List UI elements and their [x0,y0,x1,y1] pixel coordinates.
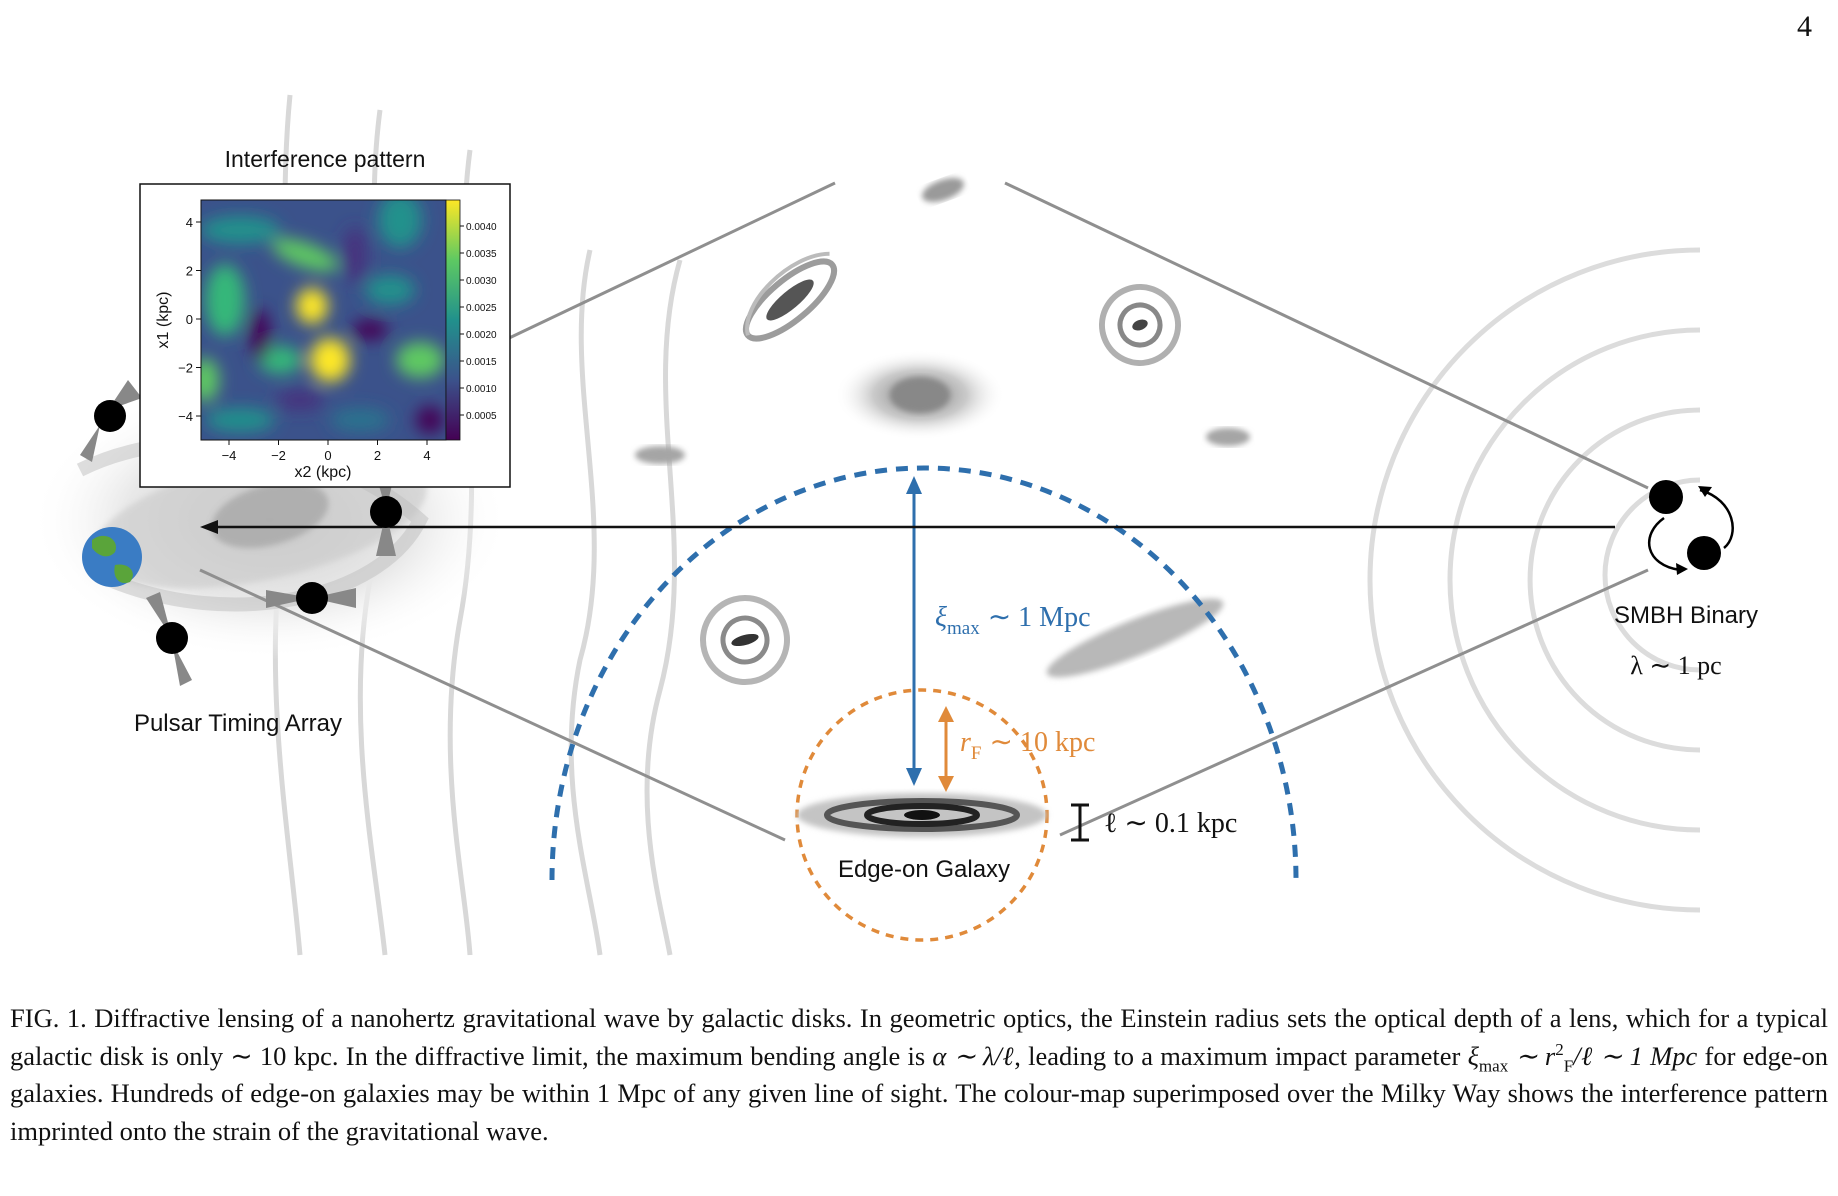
colorbar-tick-label: 0.0035 [466,249,497,260]
figure-caption: FIG. 1. Diffractive lensing of a nanoher… [10,1000,1828,1150]
caption-part: , leading to a maximum impact parameter [1014,1040,1468,1071]
interference-inset: Interference pattern [139,146,511,488]
lens-cone-lines [199,181,1649,842]
edge-on-galaxy [797,793,1047,837]
y-tick-label: −2 [178,361,193,376]
colorbar-tick-label: 0.0010 [466,384,497,395]
caption-sub: max [1478,1055,1509,1075]
x-tick-label: 2 [374,448,381,463]
caption-part: FIG. 1. Diffractive lensing of a nanoher… [10,1003,1828,1071]
wavefronts-right [1367,247,1701,913]
inset-y-label: x1 (kpc) [155,292,172,349]
gw-propagation-arrow [200,520,1615,534]
page-number: 4 [1797,10,1812,43]
edge-on-label: Edge-on Galaxy [838,856,1010,883]
colorbar-tick-label: 0.0040 [466,222,497,233]
colorbar-tick-label: 0.0005 [466,411,497,422]
pulsar-icon [80,380,142,462]
caption-math: ξ [1467,1040,1479,1071]
colorbar-tick-label: 0.0020 [466,330,497,341]
xi-max-arc [549,465,1299,881]
x-tick-label: −4 [222,448,237,463]
y-tick-label: 4 [186,215,193,230]
smbh-label: SMBH Binary [1614,602,1758,629]
colorbar-tick-label: 0.0025 [466,303,497,314]
colorbar-tick-label: 0.0030 [466,276,497,287]
rf-label: rF ∼ 10 kpc [960,727,1095,764]
xi-max-label: ξmax ∼ 1 Mpc [935,602,1091,639]
inset-x-label: x2 (kpc) [295,464,352,481]
rf-arrow [938,706,954,792]
figure: Interference pattern [30,94,1758,956]
background-galaxies [635,177,1250,685]
pulsars [80,380,402,686]
ell-bar [1071,803,1089,842]
xi-max-arrow [906,476,922,786]
y-tick-label: 2 [186,264,193,279]
caption-math: α ∼ λ/ℓ [932,1040,1015,1071]
x-tick-label: 0 [324,448,331,463]
inset-x-ticks: −4 −2 0 2 4 [222,440,431,463]
inset-title: Interference pattern [225,146,426,172]
earth-icon [82,527,142,587]
pulsar-icon [146,592,192,686]
caption-math: /ℓ ∼ 1 Mpc [1573,1040,1698,1071]
caption-part: for edge-on galaxies. Hundreds of edge-o… [10,1040,1829,1146]
caption-sup: 2 [1555,1039,1564,1059]
caption-sub: F [1563,1055,1574,1075]
pulsar-icon [266,582,356,614]
inset-colorbar-ticks: 0.0040 0.0035 0.0030 0.0025 0.0020 0.0015 0.00… [460,222,497,422]
colorbar-tick-label: 0.0015 [466,357,497,368]
x-tick-label: −2 [271,448,286,463]
y-tick-label: 0 [186,312,193,327]
inset-y-ticks: 4 2 0 −2 −4 [178,215,201,424]
smbh-binary [1647,480,1734,575]
x-tick-label: 4 [423,448,430,463]
pta-label: Pulsar Timing Array [134,710,342,737]
y-tick-label: −4 [178,409,193,424]
lambda-label: λ ∼ 1 pc [1630,651,1721,680]
caption-math: ∼ r [1508,1040,1556,1071]
ell-label: ℓ ∼ 0.1 kpc [1104,808,1237,839]
